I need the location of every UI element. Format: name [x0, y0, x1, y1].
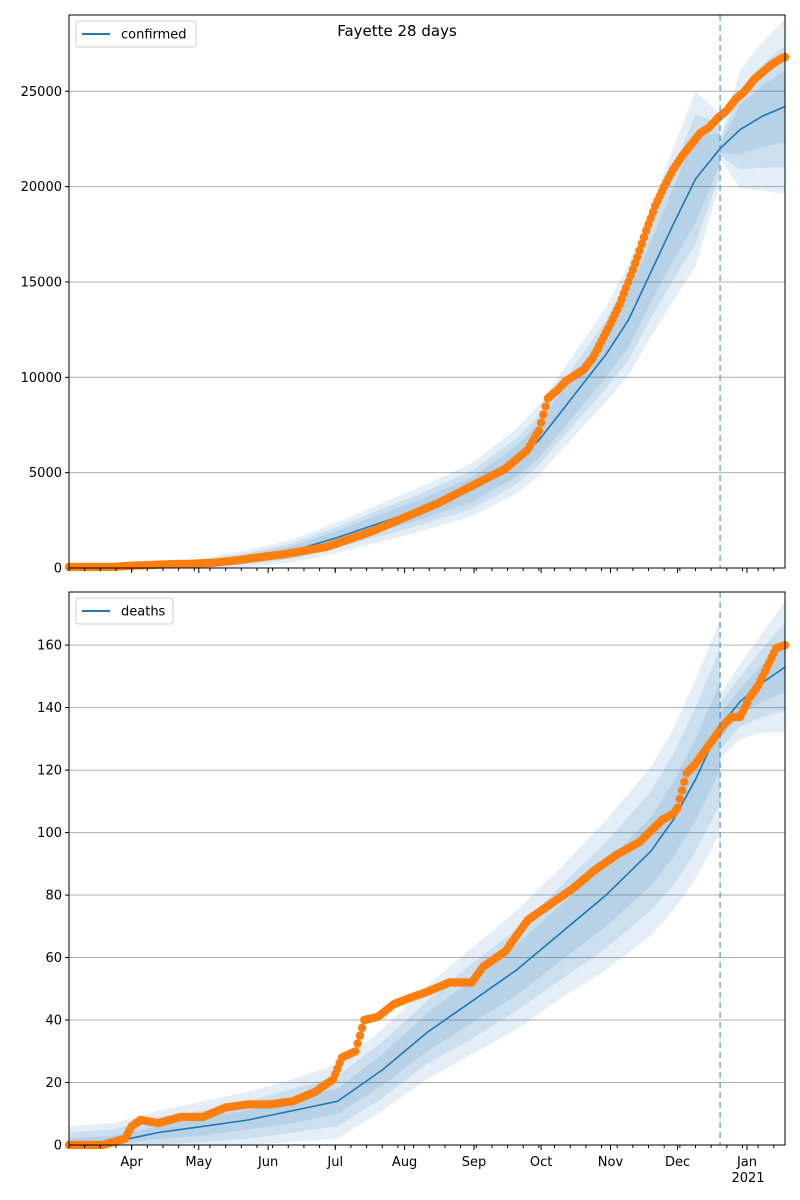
observed-point [637, 239, 646, 248]
observed-point [677, 786, 687, 795]
x-tick-label: Jan [736, 1155, 757, 1170]
confidence-band [69, 620, 721, 1145]
confirmed-panel: 0 5000 10000 15000 20000 25000 confirmed [21, 14, 790, 577]
y-tick-label: 25000 [21, 85, 62, 100]
y-tick-label: 100 [37, 826, 62, 841]
y-tick-label: 160 [37, 639, 62, 654]
legend-label: confirmed [121, 28, 187, 43]
y-tick-label: 20 [45, 1076, 62, 1091]
y-tick-label: 10000 [21, 371, 62, 386]
observed-point [355, 1031, 365, 1040]
observed-point [639, 233, 649, 242]
confidence-band [69, 648, 721, 1145]
x-tick-label: Apr [120, 1155, 143, 1170]
axes-frame [68, 591, 786, 1146]
x-year-label: 2021 [731, 1171, 764, 1186]
y-tick-label: 0 [54, 562, 62, 577]
observed-point [353, 1039, 362, 1048]
x-tick-label: Jun [257, 1155, 278, 1170]
x-tick-label: May [185, 1155, 212, 1170]
observed-point [673, 803, 682, 812]
x-tick-label: Dec [665, 1155, 690, 1170]
legend-label: deaths [121, 605, 166, 620]
observed-point [351, 1047, 360, 1056]
y-tick-label: 140 [37, 701, 62, 716]
y-tick-label: 80 [45, 889, 62, 904]
chart-title: Fayette 28 days [337, 22, 457, 40]
y-tick-label: 15000 [21, 275, 62, 290]
y-tick-label: 5000 [29, 466, 62, 481]
y-tick-label: 120 [37, 764, 62, 779]
axes-frame [68, 14, 786, 569]
legend-box [75, 597, 174, 625]
deaths-panel: 0 20 40 60 80 100 120 140 160 deaths [37, 591, 790, 1154]
confidence-band [69, 91, 721, 568]
observed-point [541, 402, 550, 411]
observed-point [534, 426, 544, 435]
observed-point [539, 410, 548, 419]
observed-point [633, 253, 642, 262]
observed-point [680, 777, 689, 786]
legend-box [75, 20, 197, 48]
confidence-band [69, 682, 721, 1145]
y-tick-label: 20000 [21, 180, 62, 195]
x-axis: Apr May Jun Jul Aug Sep Oct Nov Dec Jan [120, 1155, 757, 1170]
x-tick-label: Jul [326, 1155, 343, 1170]
x-tick-label: Aug [392, 1155, 417, 1170]
observed-point [635, 246, 644, 255]
observed-point [536, 418, 546, 427]
y-tick-label: 40 [45, 1014, 62, 1029]
y-tick-label: 60 [45, 951, 62, 966]
legend: deaths [75, 597, 174, 625]
legend: confirmed [75, 20, 197, 48]
observed-point [675, 794, 684, 804]
x-tick-label: Sep [462, 1155, 487, 1170]
observed-point [357, 1023, 367, 1032]
x-tick-label: Oct [530, 1155, 552, 1170]
x-tick-label: Nov [598, 1155, 624, 1170]
y-tick-label: 0 [54, 1139, 62, 1154]
confidence-band [720, 45, 785, 170]
